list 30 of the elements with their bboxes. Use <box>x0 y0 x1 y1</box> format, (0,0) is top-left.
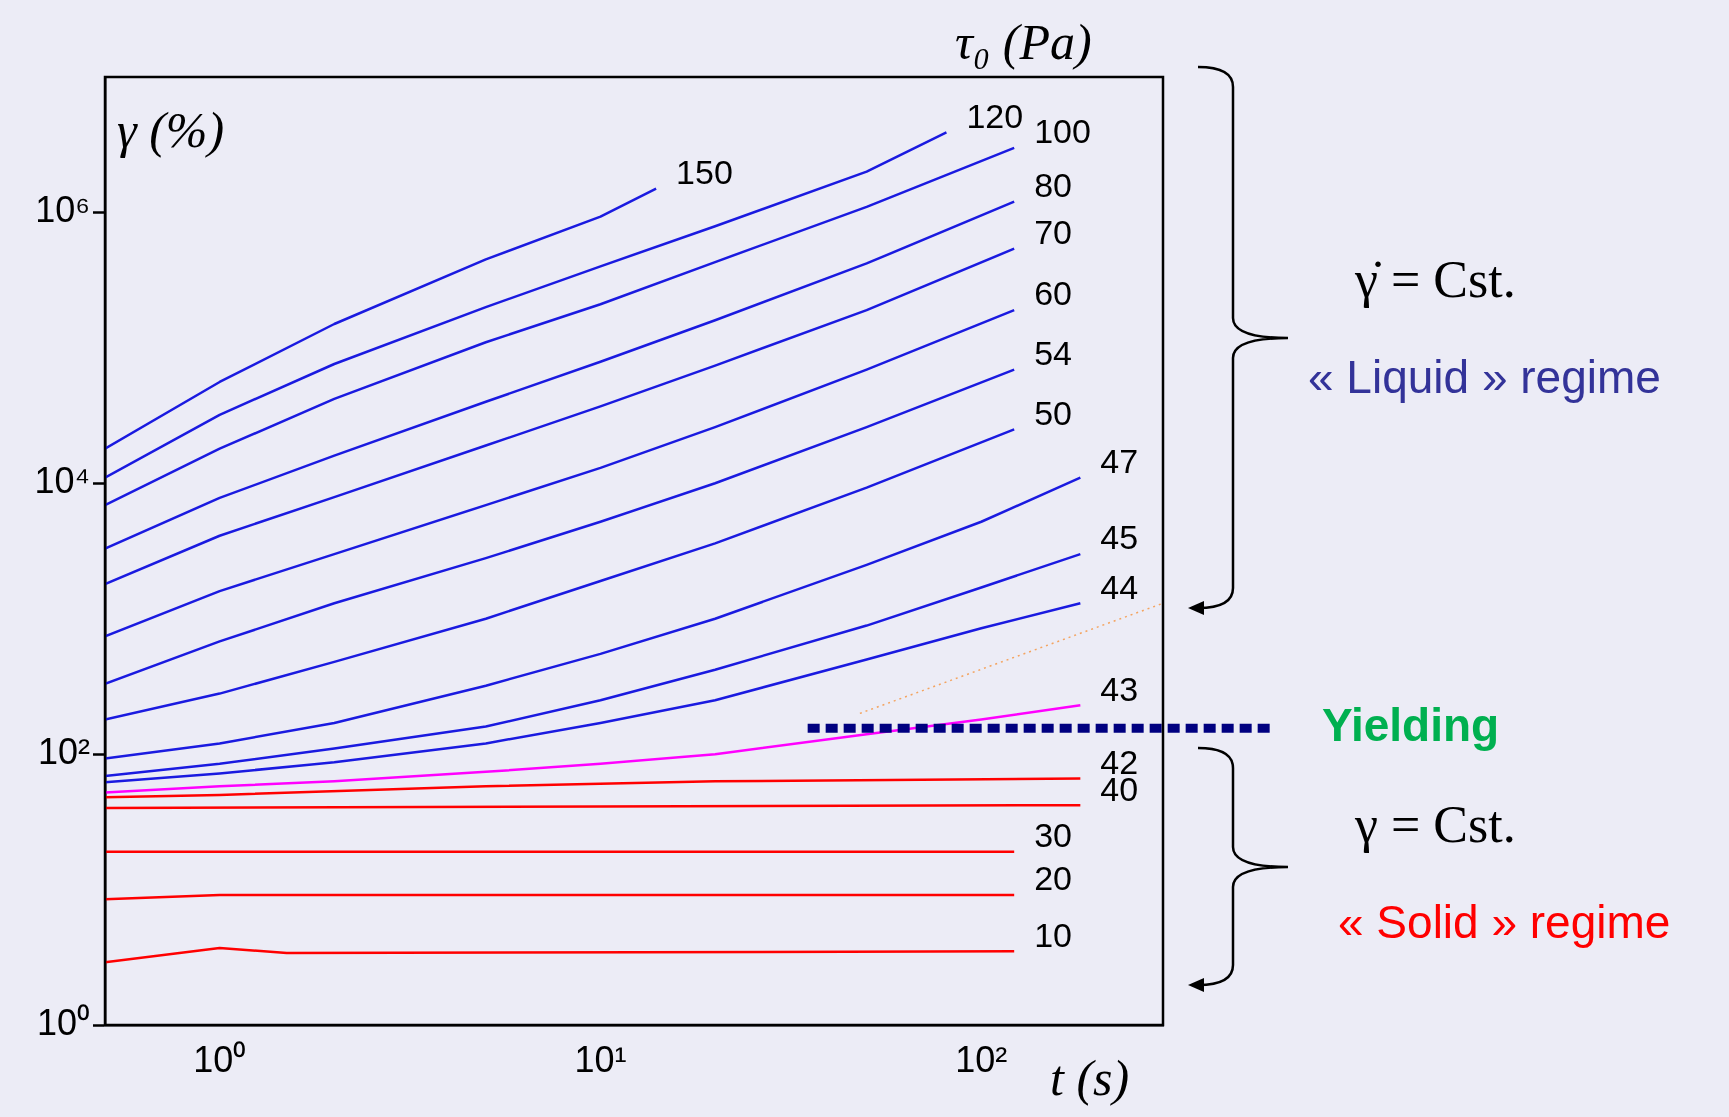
x-tick-label: 10² <box>955 1038 1008 1080</box>
y-tick-label: 10² <box>37 731 91 773</box>
y-tick-label: 10⁴ <box>34 460 90 502</box>
series-label: 10 <box>1034 915 1073 954</box>
text: « Liquid » regime <box>1308 350 1661 404</box>
x-tick-label: 10¹ <box>574 1038 627 1080</box>
series-label: 45 <box>1100 518 1139 557</box>
x-axis-title: t (s) <box>1050 1050 1130 1106</box>
series-label: 20 <box>1034 859 1073 898</box>
y-tick-label: 10⁰ <box>36 1001 90 1043</box>
x-tick-label: 10⁰ <box>193 1038 247 1080</box>
series-label: 70 <box>1034 213 1073 252</box>
series-label: 80 <box>1034 166 1073 205</box>
series-label: 30 <box>1034 816 1073 855</box>
text: « Solid » regime <box>1338 895 1671 949</box>
series-label: 150 <box>676 152 733 191</box>
legend-title: τ₀ (Pa) <box>955 14 1092 70</box>
series-label: 43 <box>1100 669 1139 708</box>
series-label: 44 <box>1100 567 1139 606</box>
y-axis-title: γ (%) <box>117 102 225 158</box>
text: γ̇ = Cst. <box>1355 250 1516 309</box>
ref-line-label: Yielding <box>1322 699 1500 752</box>
series-label: 54 <box>1034 334 1073 373</box>
series-label: 60 <box>1034 274 1073 313</box>
series-label: 100 <box>1034 112 1091 151</box>
series-label: 120 <box>966 96 1024 135</box>
series-label: 50 <box>1034 393 1073 432</box>
text: γ = Cst. <box>1355 795 1516 854</box>
series-label: 47 <box>1100 442 1139 481</box>
y-tick-label: 10⁶ <box>35 189 90 231</box>
